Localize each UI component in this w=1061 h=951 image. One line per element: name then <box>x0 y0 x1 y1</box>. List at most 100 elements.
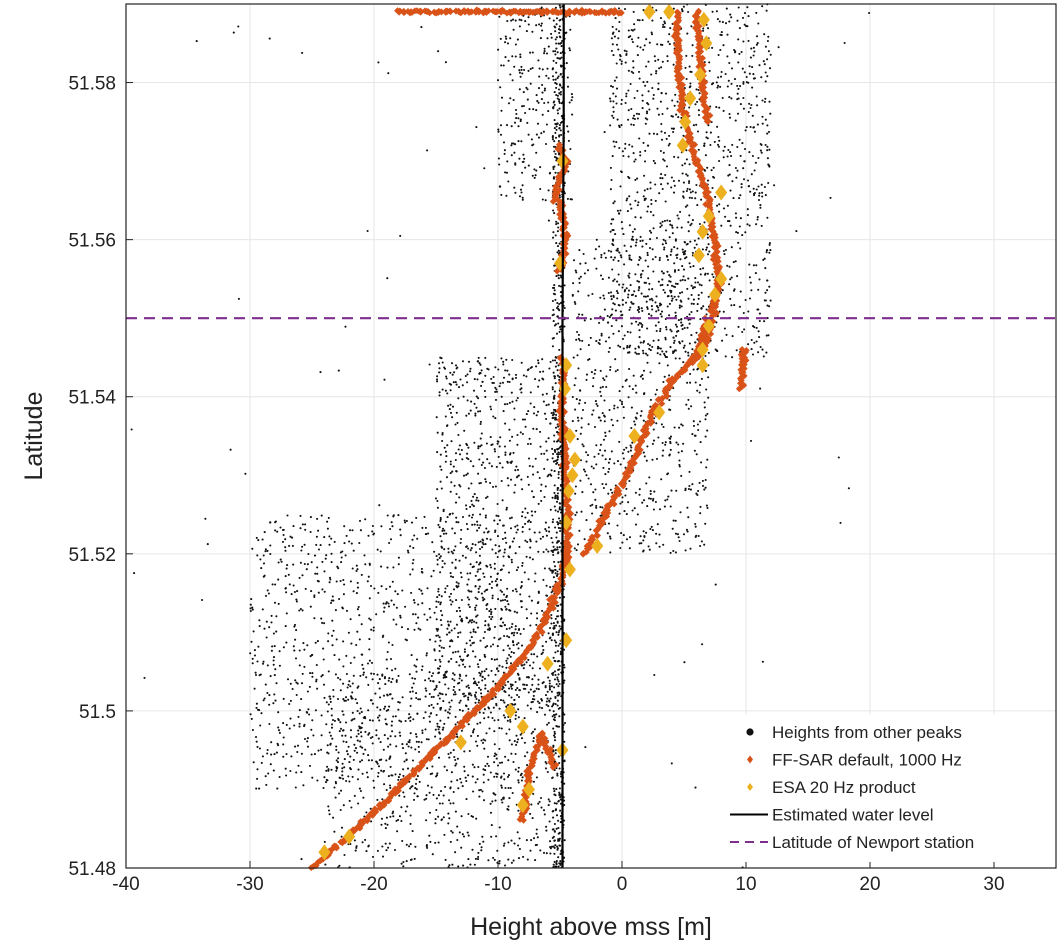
other-peak-point <box>676 247 678 249</box>
other-peak-point <box>432 853 434 855</box>
other-peak-point <box>413 664 415 666</box>
other-peak-point <box>641 94 643 96</box>
other-peak-point <box>664 240 666 242</box>
other-peak-point <box>467 858 469 860</box>
other-peak-point <box>602 386 604 388</box>
other-peak-point <box>550 698 552 700</box>
other-peak-point <box>628 255 630 257</box>
other-peak-point <box>633 290 635 292</box>
other-peak-point <box>554 716 556 718</box>
other-peak-point <box>515 718 517 720</box>
other-peak-point <box>626 198 628 200</box>
other-peak-point <box>259 625 261 627</box>
other-peak-point <box>454 545 456 547</box>
other-peak-point <box>356 631 358 633</box>
other-peak-point <box>429 608 431 610</box>
other-peak-point <box>543 401 545 403</box>
other-peak-point <box>615 95 617 97</box>
other-peak-point <box>350 580 352 582</box>
other-peak-point <box>361 711 363 713</box>
other-peak-point <box>445 859 447 861</box>
other-peak-point <box>675 114 677 116</box>
other-peak-point <box>456 839 458 841</box>
other-peak-point <box>559 546 561 548</box>
other-peak-point <box>747 179 749 181</box>
other-peak-point <box>689 66 691 68</box>
other-peak-point <box>696 101 698 103</box>
other-peak-point <box>528 578 530 580</box>
other-peak-point <box>637 117 639 119</box>
other-peak-point <box>459 709 461 711</box>
other-peak-point <box>515 689 517 691</box>
other-peak-point <box>365 676 367 678</box>
other-peak-point <box>332 719 334 721</box>
other-peak-point <box>465 546 467 548</box>
other-peak-point <box>670 490 672 492</box>
other-peak-point <box>395 715 397 717</box>
other-peak-point <box>481 432 483 434</box>
other-peak-point <box>661 284 663 286</box>
other-peak-point <box>481 671 483 673</box>
other-peak-point <box>476 530 478 532</box>
other-peak-point <box>542 652 544 654</box>
other-peak-point <box>542 394 544 396</box>
other-peak-point <box>349 800 351 802</box>
other-peak-point <box>557 245 559 247</box>
other-peak-point <box>441 547 443 549</box>
other-peak-point <box>469 864 471 866</box>
other-peak-point <box>462 360 464 362</box>
other-peak-point <box>609 536 611 538</box>
other-peak-point <box>554 450 556 452</box>
other-peak-point <box>604 420 606 422</box>
other-peak-point <box>391 698 393 700</box>
other-peak-point <box>440 454 442 456</box>
other-peak-point <box>354 795 356 797</box>
other-peak-point <box>716 350 718 352</box>
other-peak-point <box>630 450 632 452</box>
other-peak-point <box>543 453 545 455</box>
other-peak-point <box>464 666 466 668</box>
other-peak-point <box>484 684 486 686</box>
other-peak-point <box>331 635 333 637</box>
other-peak-point <box>449 372 451 374</box>
other-peak-point <box>250 598 252 600</box>
other-peak-point <box>250 641 252 643</box>
other-peak-point <box>465 705 467 707</box>
other-peak-point <box>389 528 391 530</box>
other-peak-point <box>472 543 474 545</box>
other-peak-point <box>741 142 743 144</box>
other-peak-point <box>526 676 528 678</box>
other-peak-point <box>555 725 557 727</box>
other-peak-point <box>479 843 481 845</box>
other-peak-point <box>466 523 468 525</box>
other-peak-point <box>758 336 760 338</box>
other-peak-point <box>736 98 738 100</box>
other-peak-point <box>706 413 708 415</box>
other-peak-point <box>673 156 675 158</box>
other-peak-point <box>531 600 533 602</box>
other-peak-point <box>515 681 517 683</box>
other-peak-point <box>580 276 582 278</box>
other-peak-point <box>478 527 480 529</box>
other-peak-point <box>536 833 538 835</box>
other-peak-point <box>579 480 581 482</box>
other-peak-point <box>498 748 500 750</box>
other-peak-point <box>372 742 374 744</box>
other-peak-point <box>467 547 469 549</box>
other-peak-point <box>557 634 559 636</box>
other-peak-point <box>557 375 559 377</box>
other-peak-point <box>683 269 685 271</box>
other-peak-point <box>604 473 606 475</box>
other-peak-point <box>663 246 665 248</box>
other-peak-point <box>617 460 619 462</box>
other-peak-point <box>752 155 754 157</box>
other-peak-point <box>629 258 631 260</box>
other-peak-point <box>640 323 642 325</box>
other-peak-point <box>704 274 706 276</box>
other-peak-point <box>491 658 493 660</box>
other-peak-point <box>651 20 653 22</box>
other-peak-point <box>250 713 252 715</box>
other-peak-point <box>608 292 610 294</box>
other-peak-point <box>558 471 560 473</box>
other-peak-point <box>759 204 761 206</box>
